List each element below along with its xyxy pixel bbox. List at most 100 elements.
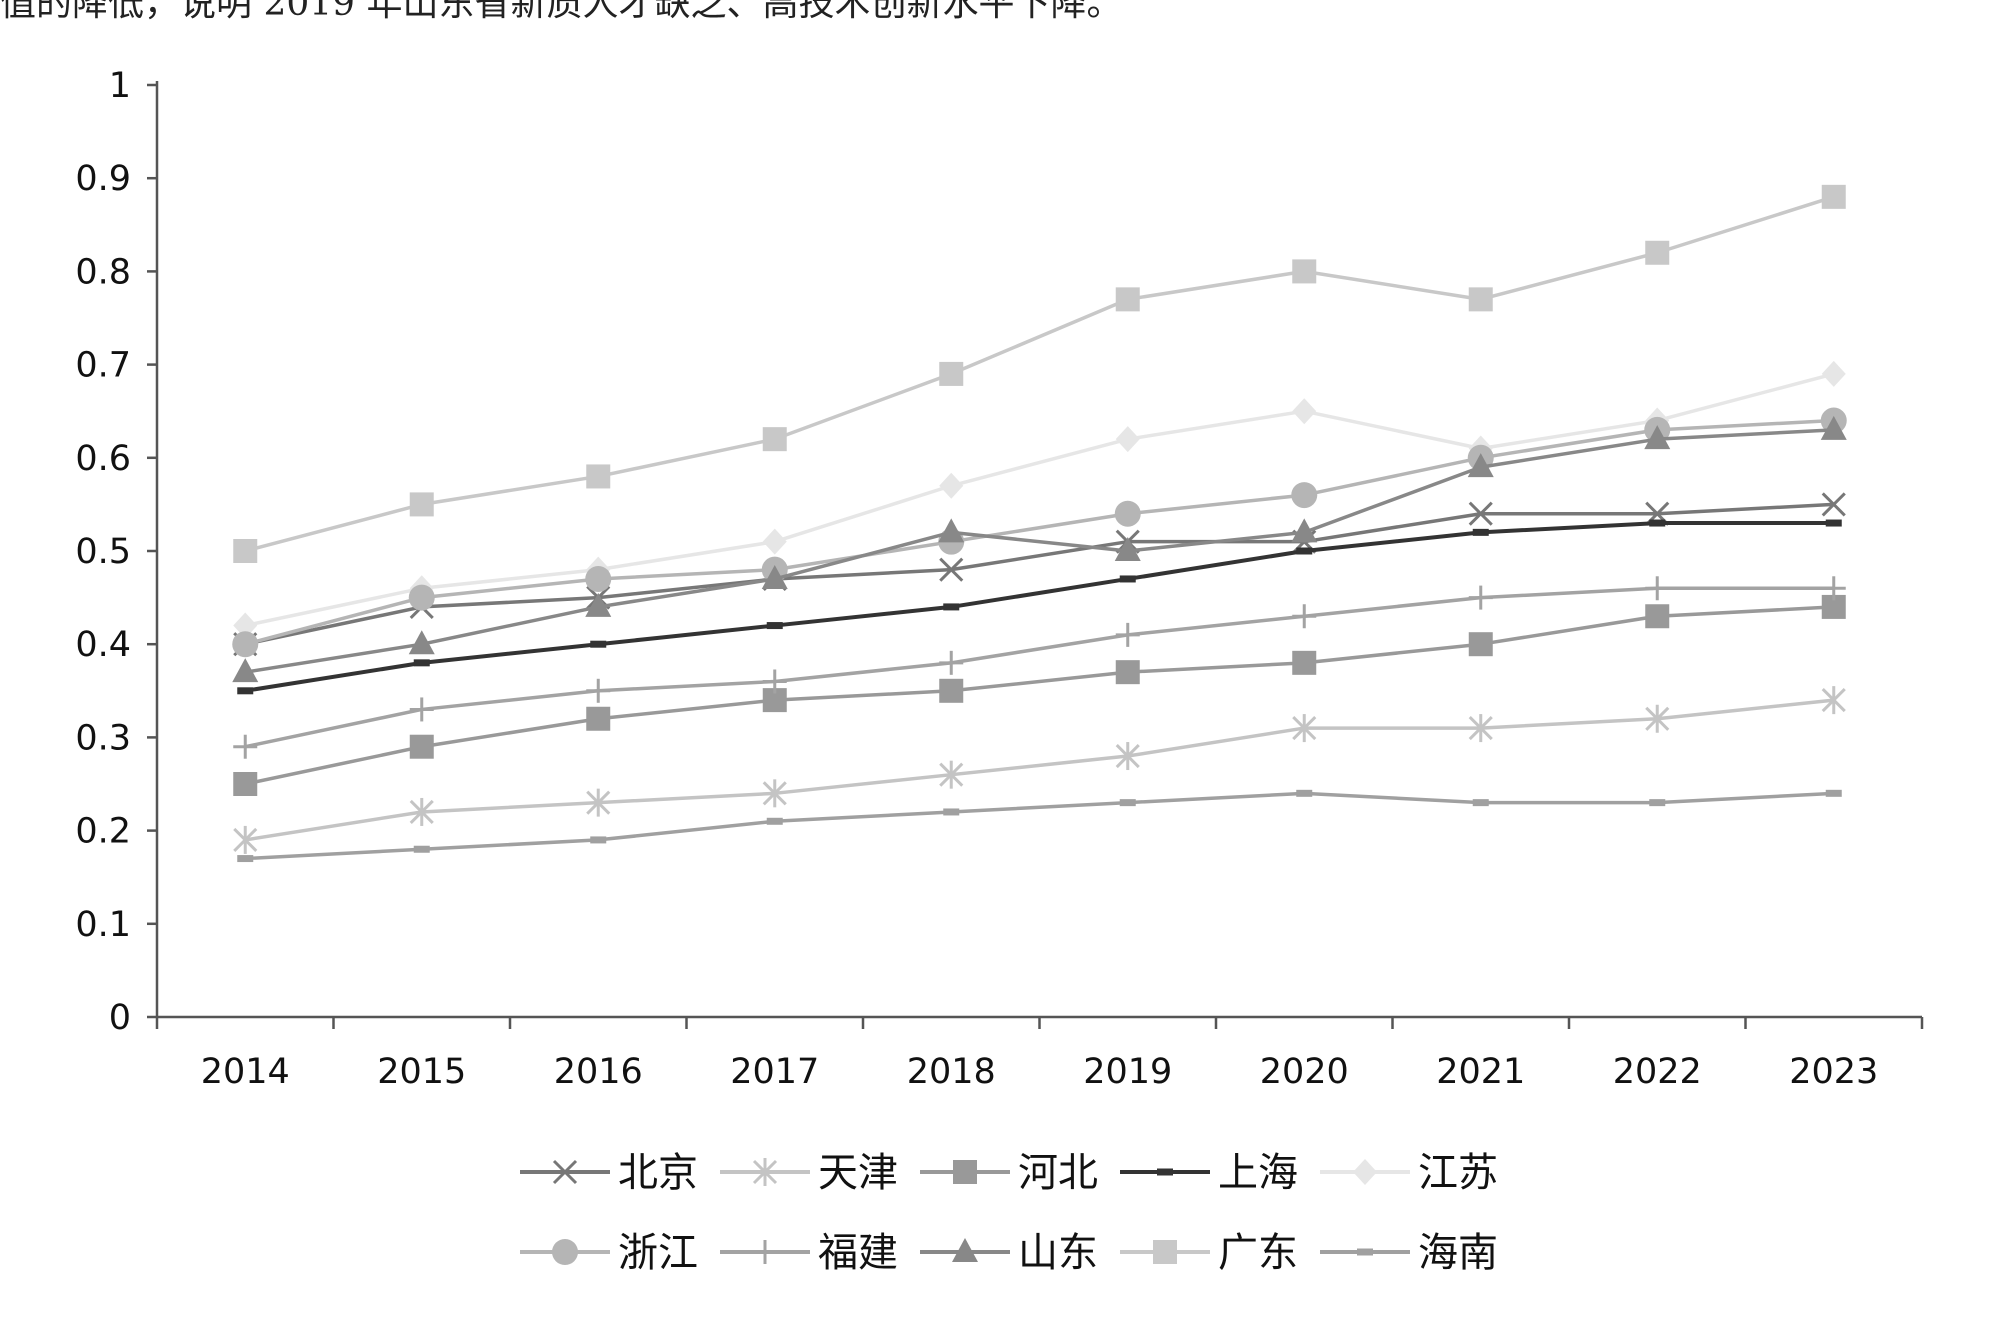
series-9-point	[1472, 799, 1489, 807]
chart-series	[232, 184, 1847, 863]
series-9-point	[766, 817, 783, 825]
series-8-line	[244, 195, 1835, 553]
series-7-point	[1114, 537, 1141, 561]
series-3-point	[1296, 547, 1313, 555]
legend-item: 河北	[920, 1150, 1098, 1196]
legend-label: 北京	[618, 1150, 698, 1196]
legend-item: 江苏	[1320, 1150, 1498, 1196]
x-tick-label: 2020	[1260, 1052, 1349, 1092]
y-tick-label: 0.4	[75, 625, 131, 665]
series-6-point	[762, 669, 787, 694]
series-5	[232, 407, 1847, 658]
legend-item: 海南	[1320, 1230, 1498, 1276]
x-tick-label: 2021	[1436, 1052, 1525, 1092]
series-3-point	[1119, 575, 1136, 583]
legend-item: 山东	[920, 1230, 1098, 1276]
series-4-point	[762, 528, 787, 555]
series-5-line	[244, 418, 1834, 646]
legend-label: 江苏	[1418, 1150, 1498, 1196]
series-1-point	[1115, 742, 1140, 771]
y-tick-label: 0.3	[75, 718, 131, 758]
series-1-point	[939, 760, 964, 789]
series-2-point	[1115, 660, 1140, 685]
series-3-point	[590, 640, 607, 648]
series-3-point	[1649, 519, 1666, 527]
series-0-point	[1468, 501, 1493, 526]
x-tick-label: 2023	[1789, 1052, 1878, 1092]
x-tick-label: 2018	[907, 1052, 996, 1092]
y-tick-label: 0.9	[75, 159, 131, 199]
series-9-point	[237, 855, 254, 863]
series-3-point	[1472, 528, 1489, 536]
series-8-point	[1115, 287, 1140, 312]
legend-item: 北京	[520, 1150, 698, 1196]
series-3-point	[413, 659, 430, 667]
series-1-line	[244, 698, 1834, 842]
legend-item: 广东	[1120, 1230, 1298, 1276]
series-1-point	[1292, 714, 1317, 743]
series-2-point	[1468, 632, 1493, 657]
legend-label: 山东	[1018, 1230, 1098, 1276]
series-2-point	[233, 772, 258, 796]
series-1-point	[1821, 686, 1846, 715]
series-8-point	[409, 492, 434, 517]
series-5-point	[408, 584, 435, 611]
series-7-point	[1820, 415, 1847, 440]
series-4-point	[1292, 398, 1317, 425]
x-tick-label: 2019	[1083, 1052, 1172, 1092]
legend-swatch-marker	[552, 1239, 578, 1265]
series-8-point	[1468, 287, 1493, 312]
x-tick-label: 2015	[377, 1052, 466, 1092]
series-1-point	[233, 825, 258, 854]
series-6-point	[1645, 576, 1670, 601]
series-7-point	[761, 564, 788, 589]
series-6-point	[1115, 622, 1140, 647]
legend-swatch-marker	[1157, 1168, 1173, 1176]
series-5-point	[1114, 500, 1141, 527]
x-tick-label: 2017	[730, 1052, 819, 1092]
series-9-point	[1119, 799, 1136, 807]
legend-item: 上海	[1120, 1150, 1298, 1196]
series-4-line	[244, 372, 1835, 628]
series-1-point	[586, 788, 611, 817]
series-9-point	[1825, 789, 1842, 797]
series-3	[237, 519, 1842, 695]
series-1	[233, 686, 1846, 854]
y-tick-label: 0.8	[75, 252, 131, 292]
series-1-point	[1468, 714, 1493, 743]
series-6-point	[409, 697, 434, 722]
series-6-point	[1292, 604, 1317, 629]
legend-swatch-marker	[1353, 1159, 1377, 1185]
x-tick-label: 2016	[554, 1052, 643, 1092]
series-2-point	[1645, 604, 1670, 629]
series-9-line	[245, 791, 1834, 861]
series-0-point	[1821, 492, 1846, 517]
series-7-point	[585, 592, 612, 617]
series-9-point	[413, 845, 430, 853]
series-6-line	[244, 586, 1834, 749]
legend-swatch-marker	[952, 1238, 978, 1262]
series-6-point	[1821, 576, 1846, 601]
series-7-point	[408, 630, 435, 655]
series-7-point	[1467, 453, 1494, 478]
series-3-point	[1825, 519, 1842, 527]
series-3-point	[766, 622, 783, 630]
series-9-point	[1649, 799, 1666, 807]
series-9-point	[590, 836, 607, 844]
series-5-point	[585, 565, 612, 592]
y-tick-label: 0	[109, 998, 131, 1038]
series-3-line	[244, 521, 1834, 693]
y-tick-label: 0.1	[75, 905, 131, 945]
series-6-point	[586, 678, 611, 703]
series-4-point	[233, 612, 258, 639]
series-4-point	[939, 472, 964, 499]
series-2-point	[1292, 650, 1317, 675]
legend-item: 天津	[720, 1150, 898, 1196]
y-tick-label: 0.5	[75, 532, 131, 572]
series-2-point	[586, 706, 611, 731]
series-6	[233, 576, 1846, 759]
y-tick-label: 0.7	[75, 346, 131, 386]
series-7-line	[244, 428, 1834, 674]
legend-item: 福建	[720, 1230, 898, 1276]
series-8-point	[762, 427, 787, 452]
